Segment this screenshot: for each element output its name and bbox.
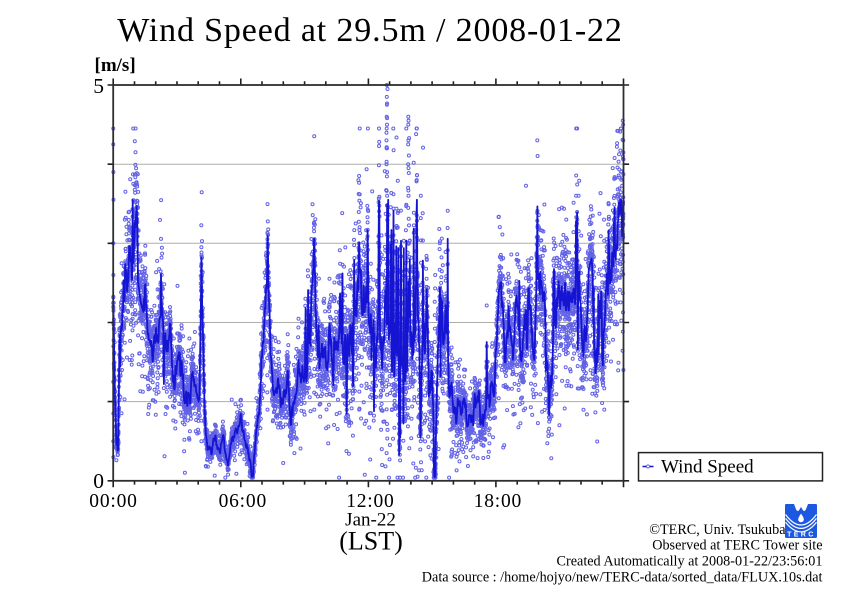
svg-text:00:00: 00:00 [89,491,137,512]
svg-text:Wind Speed: Wind Speed [661,457,754,478]
svg-text:Observed at TERC Tower site: Observed at TERC Tower site [652,538,822,554]
svg-text:Created Automatically at 2008-: Created Automatically at 2008-01-22/23:5… [557,554,823,570]
svg-text:Wind Speed at 29.5m / 2008-01-: Wind Speed at 29.5m / 2008-01-22 [117,12,623,49]
svg-text:(LST): (LST) [339,527,403,556]
svg-text:[m/s]: [m/s] [95,55,136,76]
svg-text:TERC: TERC [787,532,816,539]
svg-text:Jan-22: Jan-22 [345,510,396,531]
svg-text:12:00: 12:00 [346,491,394,512]
svg-text:18:00: 18:00 [474,491,522,512]
svg-text:06:00: 06:00 [219,491,267,512]
svg-text:Data source : /home/hojyo/new/: Data source : /home/hojyo/new/TERC-data/… [422,570,823,586]
svg-text:0: 0 [93,469,104,493]
svg-text:5: 5 [93,74,104,98]
svg-text:©TERC, Univ. Tsukuba: ©TERC, Univ. Tsukuba [649,522,786,538]
